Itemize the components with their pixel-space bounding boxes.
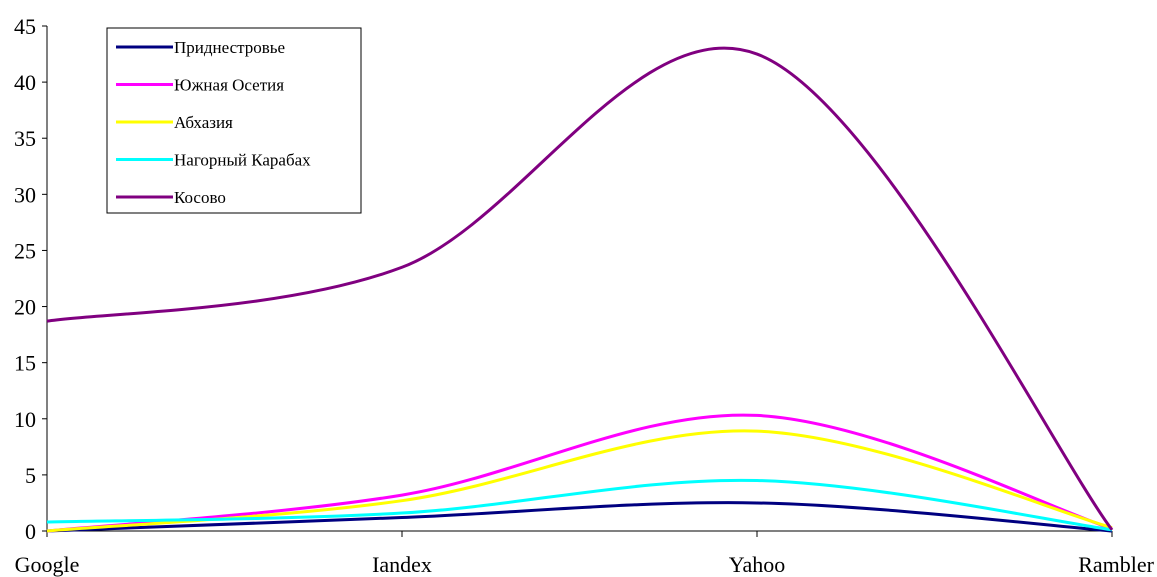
- x-tick-label: Rambler: [1078, 552, 1154, 577]
- x-tick-label: Google: [15, 552, 80, 577]
- legend-label-1: Приднестровье: [174, 38, 285, 57]
- legend: Приднестровье Южная Осетия Абхазия Нагорный…: [106, 27, 362, 214]
- legend-label-4: Нагорный Карабах: [174, 151, 311, 170]
- axes: 0 5 10 15 20 25 30 35 40 45 Google Iandex Yahoo Rambl…: [14, 14, 1155, 577]
- y-tick-label: 10: [14, 407, 36, 432]
- x-tick-label: Iandex: [372, 552, 432, 577]
- x-tick-label: Yahoo: [729, 552, 785, 577]
- y-tick-label: 40: [14, 70, 36, 95]
- legend-label-5: Косово: [174, 188, 226, 207]
- y-tick-label: 35: [14, 126, 36, 151]
- series-line-5: [46, 46, 1114, 531]
- y-tick-label: 30: [14, 182, 36, 207]
- y-tick-label: 20: [14, 295, 36, 320]
- y-tick-label: 5: [25, 463, 36, 488]
- series-line-4: [46, 478, 1113, 532]
- series-line-2: [46, 413, 1113, 533]
- series-layer: [46, 46, 1114, 533]
- legend-label-3: Абхазия: [174, 113, 233, 132]
- y-tick-label: 0: [25, 519, 36, 544]
- series-line-1: [46, 501, 1113, 533]
- y-tick-label: 25: [14, 238, 36, 263]
- y-tick-label: 15: [14, 351, 36, 376]
- y-tick-label: 45: [14, 14, 36, 39]
- legend-label-2: Южная Осетия: [174, 76, 284, 95]
